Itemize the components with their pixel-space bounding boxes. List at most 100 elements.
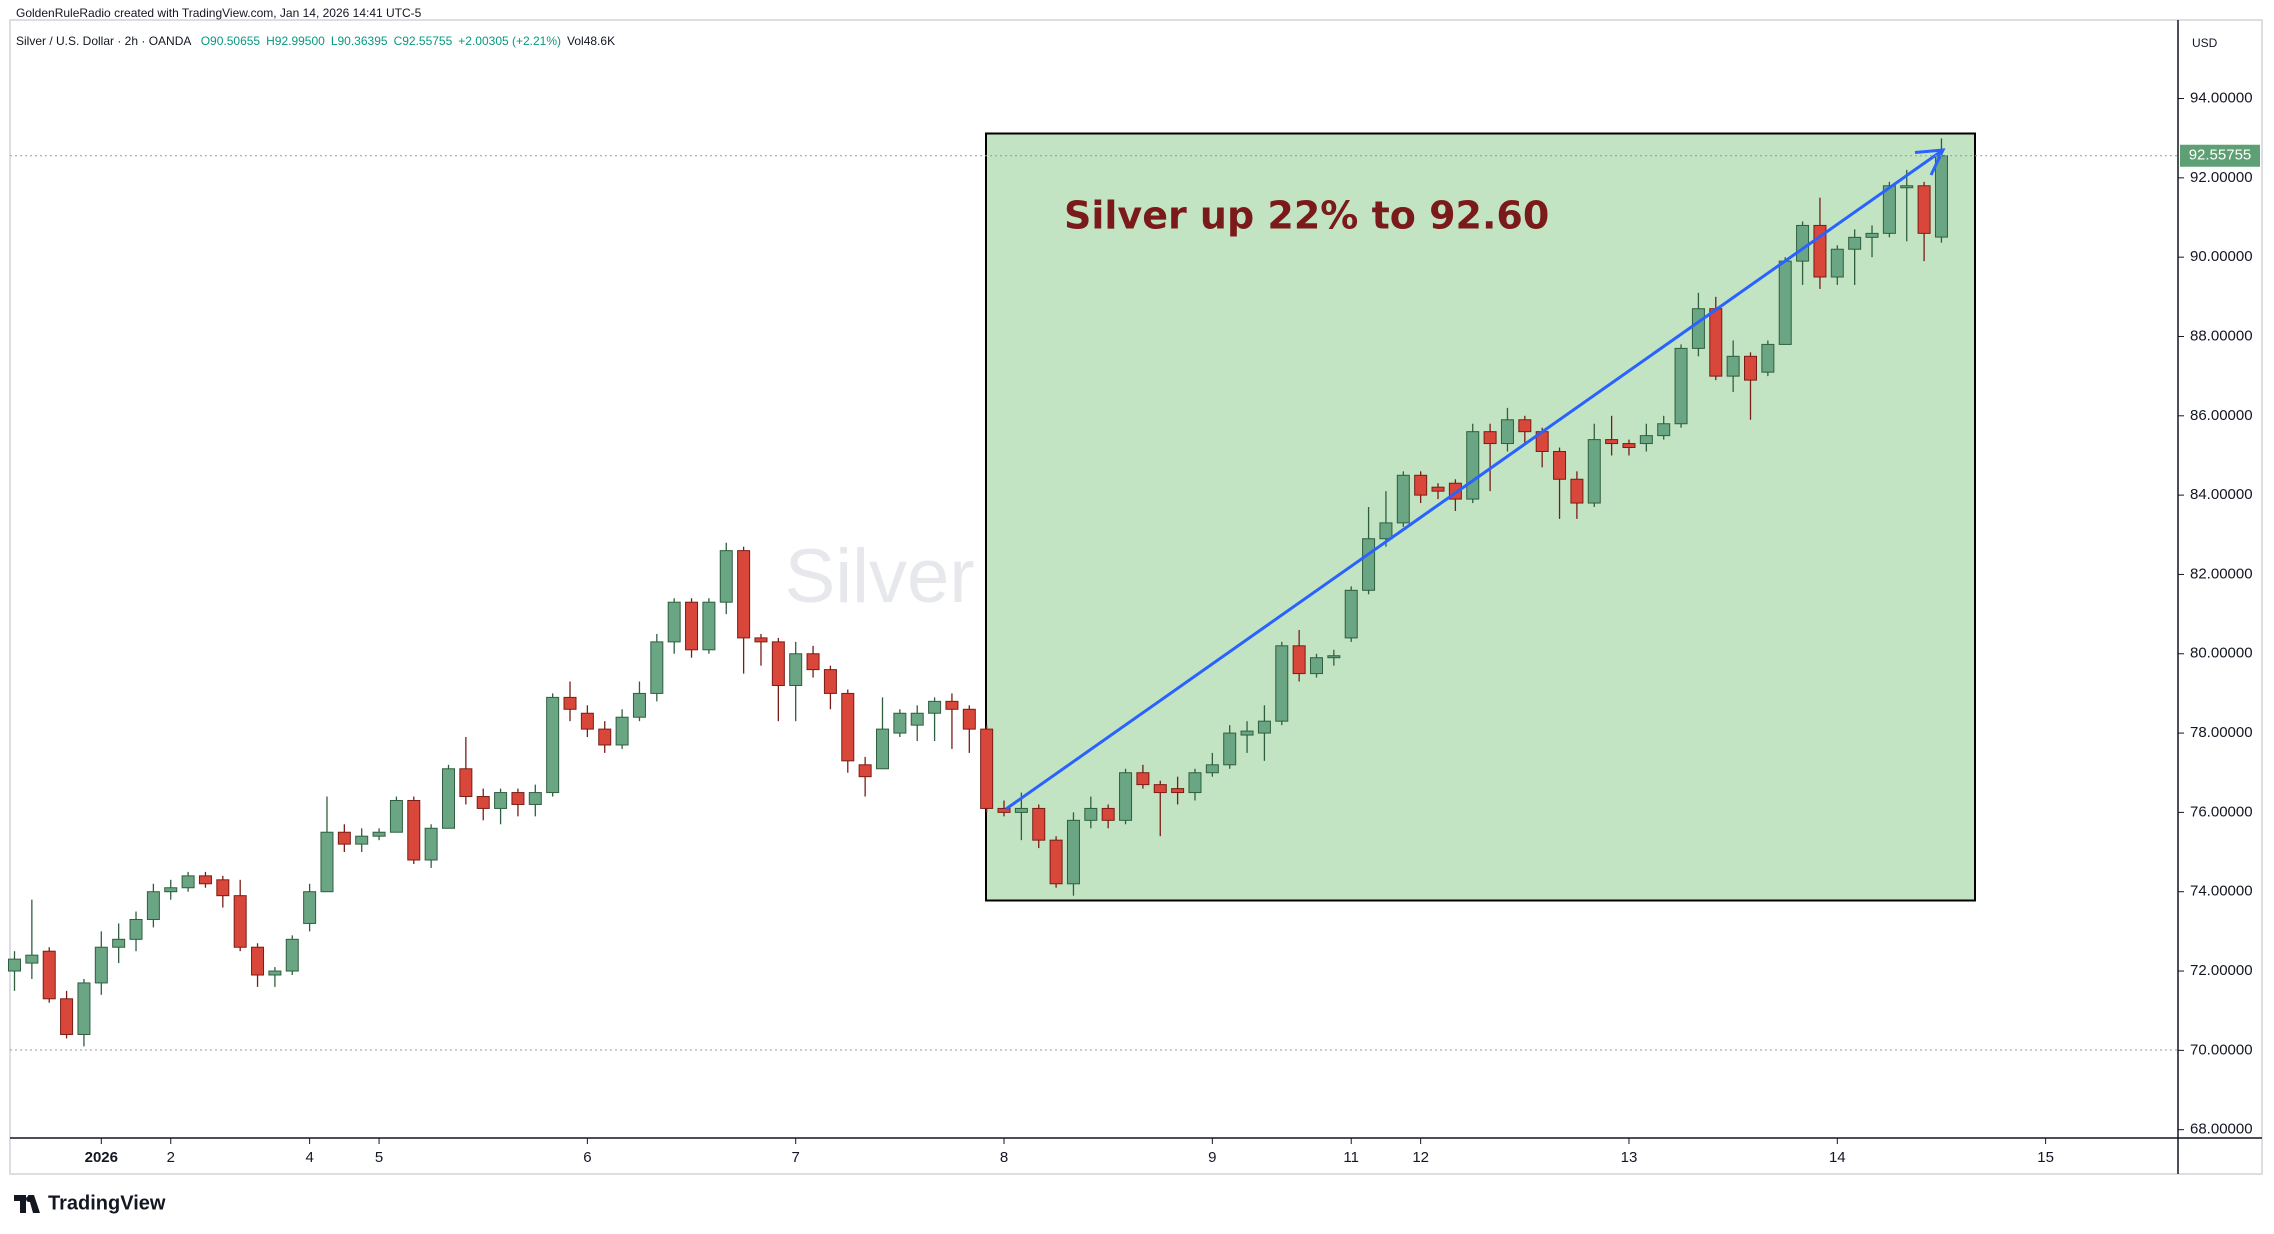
candle-body xyxy=(1310,657,1323,675)
highlight-box xyxy=(985,132,1976,902)
x-tick-label: 13 xyxy=(1621,1149,1638,1166)
candle-body xyxy=(754,637,768,643)
y-tick-label: 82.00000 xyxy=(2190,565,2253,582)
candle-body xyxy=(546,696,560,794)
logo-icon xyxy=(14,1195,40,1213)
candle-body xyxy=(251,946,265,976)
logo-text: TradingView xyxy=(48,1192,166,1214)
candle-body xyxy=(112,938,126,948)
candle-body xyxy=(563,696,577,710)
y-tick-label: 74.00000 xyxy=(2190,883,2253,900)
x-tick-label: 8 xyxy=(1000,1149,1008,1166)
candle-body xyxy=(702,601,716,651)
candle-body xyxy=(685,601,699,651)
candle-body xyxy=(632,692,646,718)
candle-body xyxy=(285,938,299,972)
candle-body xyxy=(1414,474,1428,496)
candles xyxy=(8,138,1948,1047)
last-price-label: 92.55755 xyxy=(2189,147,2252,164)
symbol: Silver / U.S. Dollar · 2h · OANDA xyxy=(16,34,192,48)
candle-body xyxy=(494,792,508,809)
candle-body xyxy=(1865,232,1879,238)
candle-body xyxy=(1744,355,1757,381)
y-tick-label: 94.00000 xyxy=(2190,89,2253,106)
candle-body xyxy=(1257,720,1271,734)
candle-body xyxy=(1275,645,1289,722)
candle-body xyxy=(1483,431,1497,445)
candle-body xyxy=(1066,819,1080,885)
y-tick-label: 86.00000 xyxy=(2190,407,2253,424)
candle-body xyxy=(1882,185,1896,234)
candle-body xyxy=(928,700,942,714)
candle-body xyxy=(146,891,160,920)
candle-body xyxy=(580,712,594,730)
candle-body xyxy=(737,550,751,639)
candle-body xyxy=(1119,772,1133,821)
candle-body xyxy=(1587,439,1601,504)
candle-body xyxy=(181,875,195,889)
candle-body xyxy=(1396,474,1410,524)
ohlc-value: L90.36395 xyxy=(330,34,388,48)
candle-body xyxy=(129,918,143,940)
candle-body xyxy=(1153,784,1167,794)
x-tick-label: 12 xyxy=(1412,1149,1429,1166)
candle-body xyxy=(806,653,820,671)
candle-body xyxy=(337,831,351,845)
candle-body xyxy=(980,728,994,809)
candle-body xyxy=(1466,431,1480,500)
candle-body xyxy=(60,998,74,1035)
candle-body xyxy=(962,708,976,730)
candle-body xyxy=(459,768,473,798)
candle-body xyxy=(77,982,91,1035)
x-tick-label: 6 xyxy=(583,1149,591,1166)
candle-body xyxy=(650,641,664,694)
candle-body xyxy=(1292,645,1306,675)
candle-body xyxy=(476,796,490,809)
candle-body xyxy=(1830,248,1844,278)
currency: USD xyxy=(2192,36,2218,50)
logo: TradingView xyxy=(14,1192,166,1214)
candle-body xyxy=(1101,807,1115,821)
x-tick-label: 2026 xyxy=(85,1149,118,1166)
credit: GoldenRuleRadio created with TradingView… xyxy=(16,6,422,20)
candle-body xyxy=(320,831,334,893)
candle-body xyxy=(997,807,1011,813)
candle-body xyxy=(1553,450,1567,480)
x-tick-label: 11 xyxy=(1343,1149,1359,1166)
candle-body xyxy=(1171,788,1185,794)
candle-body xyxy=(372,831,386,837)
candle-body xyxy=(1223,732,1237,766)
candle-body xyxy=(945,700,959,710)
candle-body xyxy=(1900,185,1914,189)
candle-body xyxy=(1605,439,1619,445)
arrow-head xyxy=(1914,148,1946,176)
candle-body xyxy=(1032,807,1046,841)
x-tick-label: 14 xyxy=(1829,1149,1846,1166)
x-tick-label: 5 xyxy=(375,1149,383,1166)
candle-body xyxy=(424,827,438,861)
y-tick-label: 80.00000 xyxy=(2190,645,2253,662)
x-tick-label: 2 xyxy=(167,1149,175,1166)
candle-body xyxy=(198,875,212,885)
candle-body xyxy=(1639,435,1653,445)
candle-body xyxy=(1726,355,1740,377)
ohlc-value: Vol48.6K xyxy=(567,34,616,48)
logo-dot xyxy=(26,1196,32,1202)
candle-body xyxy=(1518,419,1532,433)
candle-body xyxy=(667,601,681,643)
candle-body xyxy=(1205,764,1219,774)
candle-body xyxy=(841,692,855,762)
x-tick-label: 9 xyxy=(1208,1149,1216,1166)
candle-body xyxy=(1691,308,1705,349)
candle-body xyxy=(615,716,629,746)
ohlc-value: C92.55755 xyxy=(393,34,453,48)
candle-body xyxy=(1344,589,1358,639)
last-price-box xyxy=(2180,144,2260,167)
candle-body xyxy=(25,954,39,964)
candle-body xyxy=(1761,343,1775,373)
candle-body xyxy=(858,764,872,778)
candle-body xyxy=(528,792,542,805)
candle-body xyxy=(442,768,455,829)
candle-body xyxy=(1657,423,1671,437)
candle-body xyxy=(8,958,21,972)
